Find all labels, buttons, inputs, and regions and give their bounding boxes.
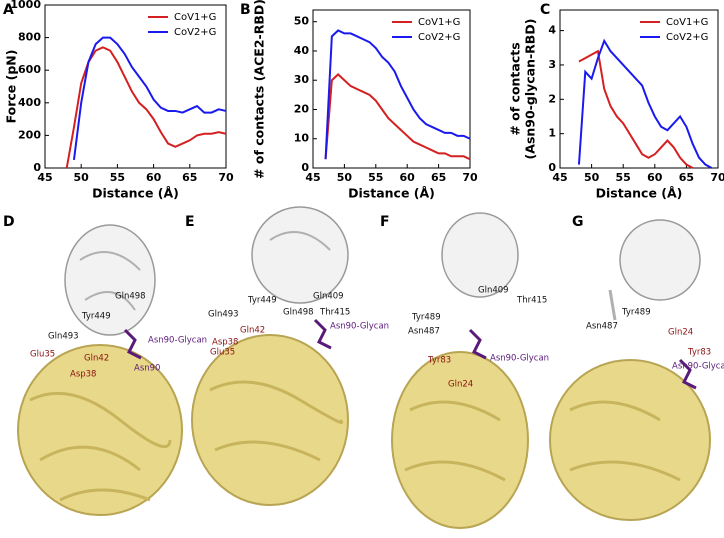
y-tick-label: 40 — [294, 44, 310, 57]
y-tick-label: 10 — [294, 132, 310, 145]
x-tick-label: 45 — [552, 171, 567, 184]
residue-label: Gln24 — [668, 328, 693, 338]
residue-label: Glu35 — [30, 350, 55, 360]
x-tick-label: 50 — [584, 171, 600, 184]
x-tick-label: 45 — [305, 171, 320, 184]
x-tick-label: 65 — [679, 171, 694, 184]
x-tick-label: 70 — [218, 171, 234, 184]
residue-label: Gln498 — [283, 308, 314, 318]
y-tick-label: 800 — [18, 31, 41, 44]
x-axis-label: Distance (Å) — [92, 186, 179, 201]
x-tick-label: 55 — [110, 171, 125, 184]
residue-label: Gln409 — [478, 286, 509, 296]
residue-label: Asn90-Glycan — [672, 362, 724, 372]
panel-letter: F — [380, 214, 390, 230]
residue-label: Gln42 — [84, 354, 109, 364]
x-tick-label: 60 — [146, 171, 162, 184]
y-axis-label: (Asn90-glycan-RBD) — [523, 19, 538, 160]
legend-label: CoV1+G — [174, 12, 216, 23]
panel-letter: C — [540, 2, 550, 18]
x-tick-label: 50 — [74, 171, 90, 184]
legend-label: CoV1+G — [666, 17, 708, 28]
x-tick-label: 70 — [462, 171, 478, 184]
plot-frame — [559, 9, 719, 169]
y-tick-label: 1 — [548, 127, 556, 140]
x-tick-label: 50 — [337, 171, 353, 184]
residue-label: Asn90-Glycan — [148, 336, 207, 346]
residue-label: Asn90-Glycan — [330, 322, 389, 332]
x-tick-label: 70 — [710, 171, 724, 184]
residue-label: Gln409 — [313, 292, 344, 302]
y-axis-label: Force (pN) — [4, 50, 19, 124]
residue-label: Tyr489 — [621, 308, 651, 318]
data-line — [72, 36, 227, 160]
x-axis-label: Distance (Å) — [348, 186, 435, 201]
y-tick-label: 3 — [548, 58, 556, 71]
residue-label: Gln42 — [240, 326, 265, 336]
x-tick-label: 55 — [368, 171, 383, 184]
residue-label: Asn487 — [586, 322, 618, 332]
legend-label: CoV2+G — [666, 32, 708, 43]
y-axis-label: # of contacts (ACE2-RBD) — [252, 0, 267, 179]
residue-label: Thr415 — [516, 296, 547, 306]
plot-frame — [312, 9, 471, 169]
legend-label: CoV2+G — [174, 27, 216, 38]
y-tick-label: 400 — [18, 96, 41, 109]
data-line — [577, 38, 713, 169]
data-line — [578, 49, 694, 169]
legend-label: CoV1+G — [418, 17, 460, 28]
data-line — [324, 29, 471, 160]
residue-label: Tyr449 — [81, 312, 111, 322]
x-axis-label: Distance (Å) — [596, 186, 683, 201]
data-line — [65, 46, 227, 169]
structure-art — [17, 206, 711, 529]
panel-letter: B — [240, 2, 251, 18]
residue-label: Asn487 — [408, 327, 440, 337]
residue-label: Asp38 — [70, 370, 96, 380]
residue-label: Asp38 — [212, 338, 238, 348]
panel-letter: A — [3, 2, 14, 18]
y-tick-label: 2 — [548, 92, 556, 105]
residue-label: Gln493 — [48, 332, 79, 342]
residue-label: Gln498 — [115, 292, 146, 302]
x-tick-label: 65 — [182, 171, 197, 184]
residue-label: Tyr489 — [411, 313, 441, 323]
y-axis-label: # of contacts — [508, 42, 523, 135]
plot-frame — [44, 4, 227, 169]
y-tick-label: 20 — [294, 102, 310, 115]
y-tick-label: 30 — [294, 73, 310, 86]
y-tick-label: 200 — [18, 128, 41, 141]
residue-label: Tyr83 — [687, 348, 711, 358]
y-tick-label: 600 — [18, 63, 41, 76]
panel-letter: D — [3, 214, 15, 230]
residue-label: Gln24 — [448, 380, 473, 390]
residue-label: Tyr83 — [427, 356, 451, 366]
legend-label: CoV2+G — [418, 32, 460, 43]
panel-letter: G — [572, 214, 584, 230]
residue-label: Asn90 — [134, 364, 160, 374]
y-tick-label: 0 — [33, 161, 41, 174]
x-tick-label: 45 — [37, 171, 52, 184]
data-line — [324, 73, 471, 161]
residue-label: Asn90-Glycan — [490, 354, 549, 364]
y-tick-label: 50 — [294, 15, 310, 28]
x-tick-label: 65 — [431, 171, 446, 184]
y-tick-label: 0 — [548, 161, 556, 174]
x-tick-label: 60 — [400, 171, 416, 184]
residue-label: Thr415 — [319, 308, 350, 318]
residue-label: Gln493 — [208, 310, 239, 320]
residue-label: Glu35 — [210, 348, 235, 358]
x-tick-label: 60 — [647, 171, 663, 184]
panel-letter: E — [185, 214, 195, 230]
x-tick-label: 55 — [616, 171, 631, 184]
residue-label: Tyr449 — [247, 296, 277, 306]
y-tick-label: 0 — [301, 161, 309, 174]
y-tick-label: 4 — [548, 24, 556, 37]
y-tick-label: 1000 — [10, 0, 41, 11]
